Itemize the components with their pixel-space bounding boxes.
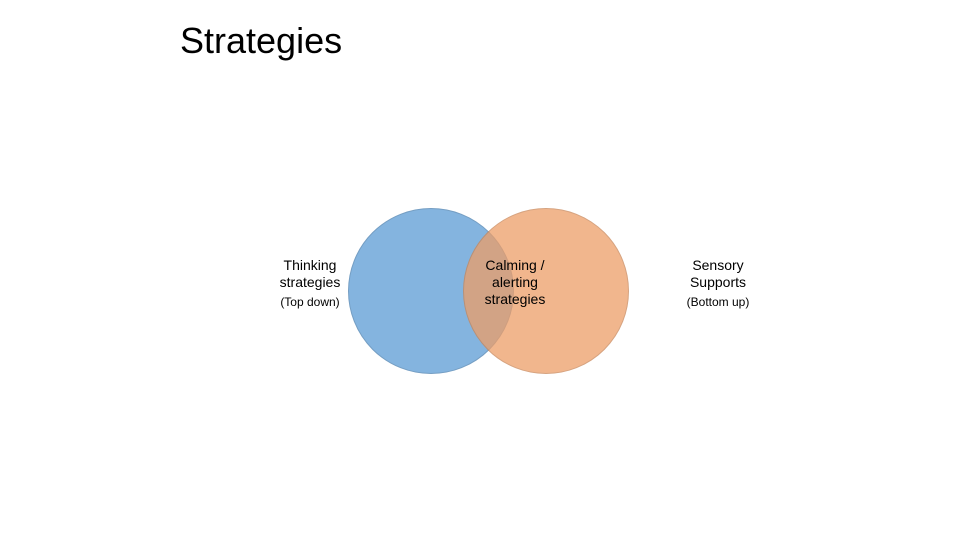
label-left-line1: Thinking xyxy=(265,257,355,274)
label-left-line3: (Top down) xyxy=(265,295,355,309)
label-middle: Calming / alerting strategies xyxy=(470,257,560,307)
label-right-line3: (Bottom up) xyxy=(663,295,773,309)
label-middle-line2: alerting xyxy=(470,274,560,291)
page-title: Strategies xyxy=(180,20,342,62)
slide: Strategies Thinking strategies (Top down… xyxy=(0,0,960,540)
label-left: Thinking strategies (Top down) xyxy=(265,257,355,309)
label-left-line2: strategies xyxy=(265,274,355,291)
label-right-line1: Sensory xyxy=(663,257,773,274)
label-right-line2: Supports xyxy=(663,274,773,291)
label-right: Sensory Supports (Bottom up) xyxy=(663,257,773,309)
label-middle-line3: strategies xyxy=(470,291,560,308)
label-middle-line1: Calming / xyxy=(470,257,560,274)
